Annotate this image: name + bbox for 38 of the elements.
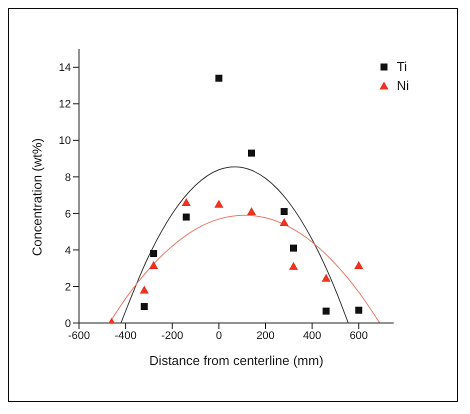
point: [215, 74, 222, 82]
point: [150, 250, 158, 258]
x-tick-label: 200: [256, 330, 275, 342]
x-axis-title: Distance from centerline (mm): [149, 353, 324, 368]
y-axis-title: Concentration (wt%): [30, 138, 45, 256]
y-tick-label: 14: [58, 62, 71, 74]
point: [288, 262, 298, 270]
point: [322, 274, 331, 282]
point: [214, 200, 224, 208]
y-tick-label: 4: [64, 244, 71, 257]
y-tick-label: 12: [58, 98, 71, 111]
y-tick-label: 10: [58, 135, 71, 148]
point: [280, 208, 288, 216]
point: [140, 303, 148, 310]
point: [182, 198, 191, 206]
point: [354, 260, 364, 269]
y-tick-label: 0: [64, 318, 71, 330]
legend-label: Ni: [396, 78, 409, 93]
point: [322, 308, 330, 315]
y-tick-label: 6: [64, 208, 71, 220]
point: [149, 260, 158, 269]
point: [248, 150, 256, 157]
x-tick-label: -200: [161, 330, 184, 342]
x-tick-label: 600: [350, 330, 368, 342]
x-tick-label: 400: [302, 330, 322, 342]
point: [355, 306, 362, 314]
point: [140, 286, 149, 294]
point: [290, 244, 297, 252]
point: [280, 218, 289, 226]
x-tick-label: -600: [68, 330, 90, 342]
line-series: [120, 166, 349, 323]
legend-label: Ti: [396, 59, 408, 74]
point: [247, 207, 256, 216]
point: [182, 214, 190, 221]
y-tick-label: 8: [64, 172, 71, 184]
x-tick-label: -400: [114, 330, 137, 342]
y-tick-label: 2: [64, 281, 71, 294]
x-tick-label: 0: [216, 330, 222, 342]
